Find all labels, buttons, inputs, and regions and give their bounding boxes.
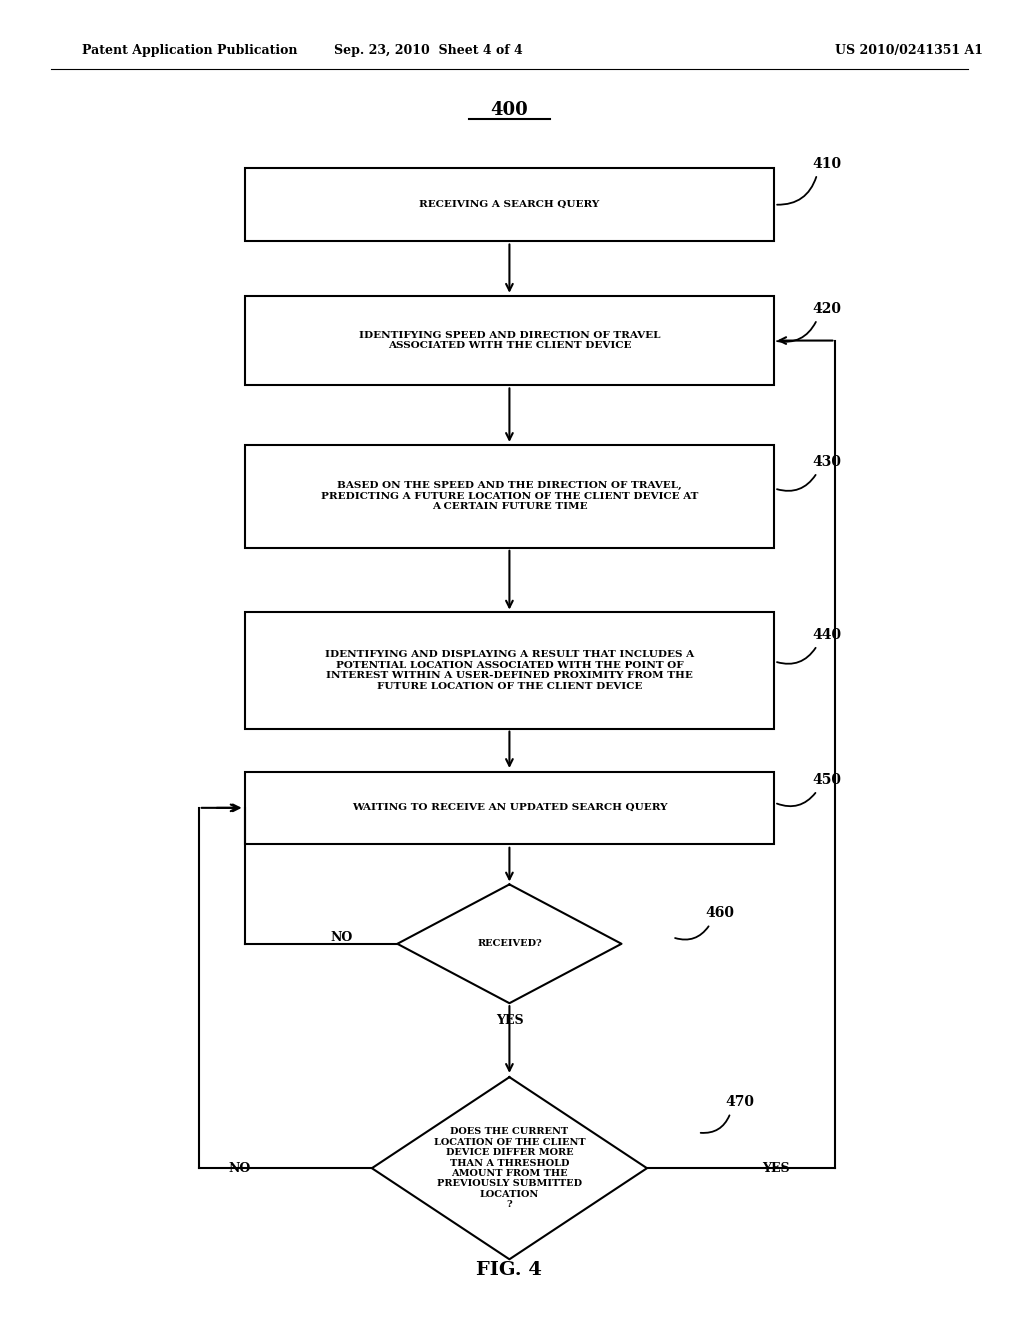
- Text: 400: 400: [490, 100, 528, 119]
- FancyBboxPatch shape: [245, 771, 774, 845]
- Text: IDENTIFYING AND DISPLAYING A RESULT THAT INCLUDES A
POTENTIAL LOCATION ASSOCIATE: IDENTIFYING AND DISPLAYING A RESULT THAT…: [325, 651, 694, 690]
- Text: NO: NO: [228, 1162, 251, 1175]
- Text: RECEIVED?: RECEIVED?: [477, 940, 542, 948]
- Text: RECEIVING A SEARCH QUERY: RECEIVING A SEARCH QUERY: [419, 201, 599, 209]
- Text: IDENTIFYING SPEED AND DIRECTION OF TRAVEL
ASSOCIATED WITH THE CLIENT DEVICE: IDENTIFYING SPEED AND DIRECTION OF TRAVE…: [358, 331, 660, 350]
- Text: NO: NO: [330, 931, 352, 944]
- FancyBboxPatch shape: [245, 168, 774, 242]
- Text: 450: 450: [812, 774, 841, 787]
- Text: YES: YES: [763, 1162, 791, 1175]
- FancyBboxPatch shape: [245, 296, 774, 385]
- Text: Patent Application Publication: Patent Application Publication: [82, 44, 297, 57]
- Text: 470: 470: [725, 1096, 755, 1109]
- Text: 420: 420: [812, 302, 841, 315]
- Text: 460: 460: [706, 907, 734, 920]
- Text: FIG. 4: FIG. 4: [476, 1261, 543, 1279]
- Text: DOES THE CURRENT
LOCATION OF THE CLIENT
DEVICE DIFFER MORE
THAN A THRESHOLD
AMOU: DOES THE CURRENT LOCATION OF THE CLIENT …: [433, 1127, 586, 1209]
- Text: US 2010/0241351 A1: US 2010/0241351 A1: [836, 44, 983, 57]
- Text: BASED ON THE SPEED AND THE DIRECTION OF TRAVEL,
PREDICTING A FUTURE LOCATION OF : BASED ON THE SPEED AND THE DIRECTION OF …: [321, 482, 698, 511]
- FancyBboxPatch shape: [245, 445, 774, 548]
- Text: WAITING TO RECEIVE AN UPDATED SEARCH QUERY: WAITING TO RECEIVE AN UPDATED SEARCH QUE…: [351, 804, 668, 812]
- FancyBboxPatch shape: [245, 612, 774, 729]
- Text: 430: 430: [812, 455, 841, 469]
- Text: 410: 410: [812, 157, 841, 170]
- Text: 440: 440: [812, 628, 841, 642]
- Text: Sep. 23, 2010  Sheet 4 of 4: Sep. 23, 2010 Sheet 4 of 4: [334, 44, 522, 57]
- Text: YES: YES: [496, 1014, 523, 1027]
